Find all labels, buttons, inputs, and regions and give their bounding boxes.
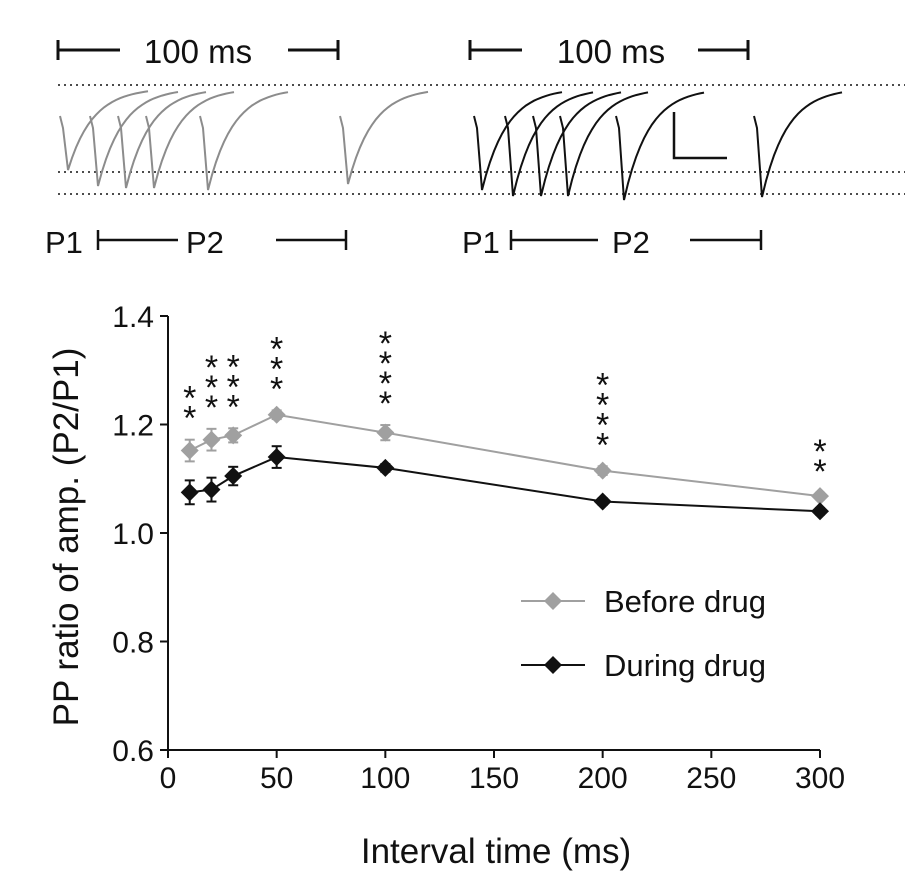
significance-star: * — [227, 348, 240, 386]
p1-label-right: P1 — [462, 225, 500, 260]
p1-label-left: P1 — [45, 225, 83, 260]
trace-sweep — [339, 90, 429, 185]
y-axis-label: PP ratio of amp. (P2/P1) — [47, 348, 86, 727]
significance-markers: *************** **** ** — [183, 325, 827, 491]
significance-mark: **** — [596, 366, 609, 464]
series-line — [189, 413, 821, 498]
data-point — [202, 430, 221, 449]
trace-sweep — [199, 91, 289, 191]
data-point — [593, 492, 612, 511]
legend-entry-during-drug: During drug — [521, 648, 766, 683]
x-tick-label: 100 — [360, 762, 410, 795]
significance-star: * — [596, 386, 609, 424]
data-point — [811, 502, 829, 521]
trace-sweep — [753, 91, 843, 198]
y-tick-label: 0.8 — [112, 627, 154, 660]
x-tick-label: 50 — [260, 762, 293, 795]
legend-entry-before-drug: Before drug — [521, 584, 766, 619]
traces-during-drug — [473, 91, 843, 201]
significance-mark: ** — [183, 380, 196, 438]
series-during-drug — [180, 445, 829, 521]
significance-star: * — [813, 433, 826, 471]
significance-star: * — [227, 388, 240, 426]
chart-axes: 0.6 0.8 1.0 1.2 1.4 0 50 100 150 200 250 300 — [112, 301, 845, 795]
trace-sweep — [473, 91, 563, 191]
data-point — [180, 483, 199, 502]
trace-sweep — [532, 91, 622, 197]
significance-star: * — [183, 380, 196, 418]
traces-panel: 100 ms 100 ms P1 P2 P1 P2 — [45, 33, 905, 260]
chart-series — [180, 405, 829, 521]
scale-label-right: 100 ms — [557, 33, 665, 70]
data-point — [224, 426, 243, 445]
data-point — [180, 441, 199, 460]
data-point — [224, 467, 243, 486]
significance-mark: *** — [227, 348, 240, 426]
scale-label-left: 100 ms — [144, 33, 252, 70]
x-tick-label: 0 — [160, 762, 177, 795]
data-point — [267, 448, 286, 467]
significance-star: * — [379, 345, 392, 383]
significance-star: * — [205, 389, 218, 427]
significance-star: * — [270, 350, 283, 388]
significance-star: * — [270, 370, 283, 408]
significance-star: * — [596, 426, 609, 464]
x-axis-label: Interval time (ms) — [361, 832, 631, 871]
trace-sweep — [145, 91, 235, 189]
traces-before-drug — [59, 90, 429, 191]
p1-p2-marker-right: P1 P2 — [462, 225, 763, 260]
significance-star: * — [270, 330, 283, 368]
significance-star: * — [205, 349, 218, 387]
x-tick-label: 250 — [686, 762, 736, 795]
significance-mark: *** — [205, 349, 218, 427]
x-tick-label: 200 — [578, 762, 628, 795]
significance-mark: ** — [813, 433, 826, 491]
data-point — [267, 405, 286, 424]
significance-star: * — [813, 453, 826, 491]
p2-label-left: P2 — [186, 225, 224, 260]
y-tick-label: 0.6 — [112, 735, 154, 768]
p1-p2-marker-left: P1 P2 — [45, 225, 348, 260]
series-before-drug — [180, 405, 829, 506]
legend-label: Before drug — [604, 584, 766, 619]
data-point — [376, 423, 395, 442]
trace-sweep — [89, 91, 179, 187]
significance-star: * — [183, 400, 196, 438]
data-point — [593, 461, 612, 480]
significance-star: * — [596, 406, 609, 444]
significance-mark: *** — [270, 330, 283, 408]
x-tick-label: 150 — [469, 762, 519, 795]
calibration-bar — [672, 112, 727, 160]
p2-label-right: P2 — [612, 225, 650, 260]
data-point — [376, 458, 395, 477]
scale-bar-right: 100 ms — [468, 33, 750, 70]
scale-bar-left: 100 ms — [56, 33, 340, 70]
data-point — [202, 480, 221, 499]
trace-sweep — [117, 91, 207, 189]
trace-sweep — [559, 91, 649, 197]
significance-star: * — [227, 368, 240, 406]
trace-sweep — [504, 91, 594, 197]
trace-sweep — [615, 91, 705, 201]
significance-mark: **** — [379, 325, 392, 423]
legend-label: During drug — [604, 648, 766, 683]
x-tick-label: 300 — [795, 762, 845, 795]
trace-sweep — [59, 90, 149, 171]
significance-star: * — [596, 366, 609, 404]
y-tick-label: 1.0 — [112, 518, 154, 551]
legend-marker — [544, 656, 562, 674]
significance-star: * — [379, 365, 392, 403]
y-tick-label: 1.4 — [112, 301, 154, 334]
legend-marker — [544, 592, 562, 610]
pp-ratio-chart: 0.60.81.01.21.40 50 100 150 200 250 300 ******… — [47, 301, 845, 871]
y-tick-label: 1.2 — [112, 410, 154, 443]
significance-star: * — [379, 385, 392, 423]
data-point — [811, 487, 829, 506]
significance-star: * — [379, 325, 392, 363]
significance-star: * — [205, 369, 218, 407]
chart-legend: Before drug During drug — [521, 584, 766, 683]
